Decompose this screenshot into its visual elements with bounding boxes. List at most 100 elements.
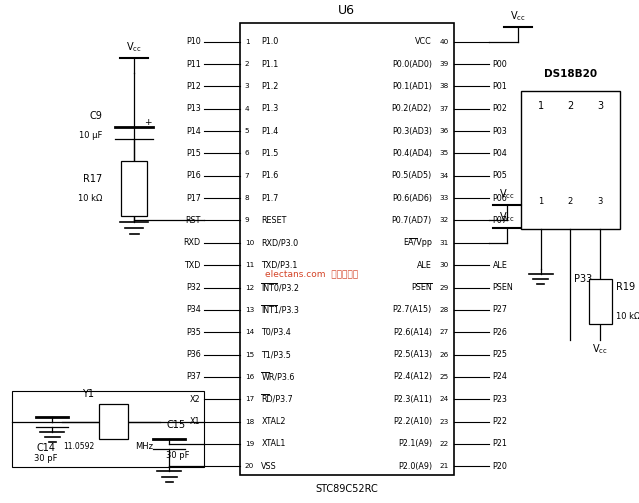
Text: 3: 3 xyxy=(597,197,603,206)
Text: P27: P27 xyxy=(493,305,507,314)
Text: STC89C52RC: STC89C52RC xyxy=(315,484,378,494)
Text: P0.5(AD5): P0.5(AD5) xyxy=(392,172,432,180)
Bar xyxy=(240,23,454,475)
Text: 22: 22 xyxy=(440,441,449,447)
Text: 23: 23 xyxy=(440,418,449,425)
Text: P23: P23 xyxy=(493,395,507,404)
Text: P0.6(AD6): P0.6(AD6) xyxy=(392,194,432,203)
Text: P2.7(A15): P2.7(A15) xyxy=(393,305,432,314)
Text: 10: 10 xyxy=(245,240,254,246)
Text: PSEN: PSEN xyxy=(412,283,432,292)
Text: X1: X1 xyxy=(190,417,201,426)
Text: 11.0592: 11.0592 xyxy=(63,442,95,451)
Text: 36: 36 xyxy=(440,128,449,134)
Text: V$_{\rm cc}$: V$_{\rm cc}$ xyxy=(592,342,608,356)
Text: 6: 6 xyxy=(245,150,249,156)
Text: RXD/P3.0: RXD/P3.0 xyxy=(261,238,298,247)
Text: 1: 1 xyxy=(538,197,543,206)
Text: C9: C9 xyxy=(89,111,102,121)
Text: 30 pF: 30 pF xyxy=(35,454,58,463)
Text: 18: 18 xyxy=(245,418,254,425)
Text: XTAL2: XTAL2 xyxy=(261,417,286,426)
Text: electans.com  电子爱好者: electans.com 电子爱好者 xyxy=(265,270,358,279)
Text: R19: R19 xyxy=(616,282,635,292)
Text: RST: RST xyxy=(185,216,201,225)
Text: P2.1(A9): P2.1(A9) xyxy=(398,440,432,449)
Text: TXD/P3.1: TXD/P3.1 xyxy=(261,261,298,270)
Text: 25: 25 xyxy=(440,374,449,380)
Text: 10 kΩ: 10 kΩ xyxy=(78,194,102,203)
Text: P1.1: P1.1 xyxy=(261,59,279,68)
Text: P20: P20 xyxy=(493,462,507,471)
Text: 12: 12 xyxy=(245,285,254,291)
Text: 2: 2 xyxy=(567,101,573,111)
Bar xyxy=(121,161,147,216)
Text: P26: P26 xyxy=(493,328,507,337)
Text: T1/P3.5: T1/P3.5 xyxy=(261,350,291,359)
Text: V$_{\rm cc}$: V$_{\rm cc}$ xyxy=(510,9,525,23)
Bar xyxy=(521,91,620,229)
Text: P24: P24 xyxy=(493,372,507,381)
Text: 24: 24 xyxy=(440,396,449,402)
Text: 7: 7 xyxy=(245,173,249,179)
Text: 17: 17 xyxy=(245,396,254,402)
Text: V$_{\rm cc}$: V$_{\rm cc}$ xyxy=(499,210,514,224)
Text: 10 μF: 10 μF xyxy=(79,131,102,140)
Text: X2: X2 xyxy=(190,395,201,404)
Text: P1.7: P1.7 xyxy=(261,194,279,203)
Text: ALE: ALE xyxy=(493,261,507,270)
Text: 10 kΩ: 10 kΩ xyxy=(616,312,639,321)
Text: C14: C14 xyxy=(36,443,56,453)
Text: T0/P3.4: T0/P3.4 xyxy=(261,328,291,337)
Text: 19: 19 xyxy=(245,441,254,447)
Text: P21: P21 xyxy=(493,440,507,449)
Text: 8: 8 xyxy=(245,195,249,201)
Text: P25: P25 xyxy=(493,350,507,359)
Text: 14: 14 xyxy=(245,329,254,335)
Text: 30 pF: 30 pF xyxy=(166,451,190,460)
Bar xyxy=(589,279,612,324)
Text: P2.5(A13): P2.5(A13) xyxy=(393,350,432,359)
Text: P03: P03 xyxy=(493,127,507,136)
Text: 1: 1 xyxy=(245,39,249,45)
Text: P34: P34 xyxy=(186,305,201,314)
Text: RESET: RESET xyxy=(261,216,287,225)
Text: P12: P12 xyxy=(186,82,201,91)
Text: P17: P17 xyxy=(186,194,201,203)
Text: 26: 26 xyxy=(440,352,449,358)
Text: P0.4(AD4): P0.4(AD4) xyxy=(392,149,432,158)
Text: 2: 2 xyxy=(567,197,573,206)
Bar xyxy=(12,391,204,467)
Text: EA/Vpp: EA/Vpp xyxy=(403,238,432,247)
Text: P11: P11 xyxy=(186,59,201,68)
Text: P33: P33 xyxy=(574,274,592,284)
Text: 27: 27 xyxy=(440,329,449,335)
Text: 32: 32 xyxy=(440,217,449,223)
Text: P2.6(A14): P2.6(A14) xyxy=(393,328,432,337)
Text: P0.1(AD1): P0.1(AD1) xyxy=(392,82,432,91)
Text: Y1: Y1 xyxy=(82,389,93,399)
Text: 38: 38 xyxy=(440,83,449,90)
Text: 15: 15 xyxy=(245,352,254,358)
Text: R17: R17 xyxy=(83,174,102,184)
Text: 4: 4 xyxy=(245,106,249,112)
Text: 20: 20 xyxy=(245,463,254,469)
Text: P1.4: P1.4 xyxy=(261,127,279,136)
Text: P37: P37 xyxy=(186,372,201,381)
Text: 33: 33 xyxy=(440,195,449,201)
Text: P2.0(A9): P2.0(A9) xyxy=(398,462,432,471)
Text: 31: 31 xyxy=(440,240,449,246)
Text: P0.3(AD3): P0.3(AD3) xyxy=(392,127,432,136)
Text: P02: P02 xyxy=(493,104,507,113)
Text: P10: P10 xyxy=(186,37,201,46)
Text: 39: 39 xyxy=(440,61,449,67)
Text: RD/P3.7: RD/P3.7 xyxy=(261,395,293,404)
Text: P36: P36 xyxy=(186,350,201,359)
Text: 29: 29 xyxy=(440,285,449,291)
Text: V$_{\rm cc}$: V$_{\rm cc}$ xyxy=(127,40,142,54)
Text: 34: 34 xyxy=(440,173,449,179)
Text: INT1/P3.3: INT1/P3.3 xyxy=(261,305,299,314)
Text: PSEN: PSEN xyxy=(493,283,513,292)
Text: 11: 11 xyxy=(245,262,254,268)
Text: 40: 40 xyxy=(440,39,449,45)
